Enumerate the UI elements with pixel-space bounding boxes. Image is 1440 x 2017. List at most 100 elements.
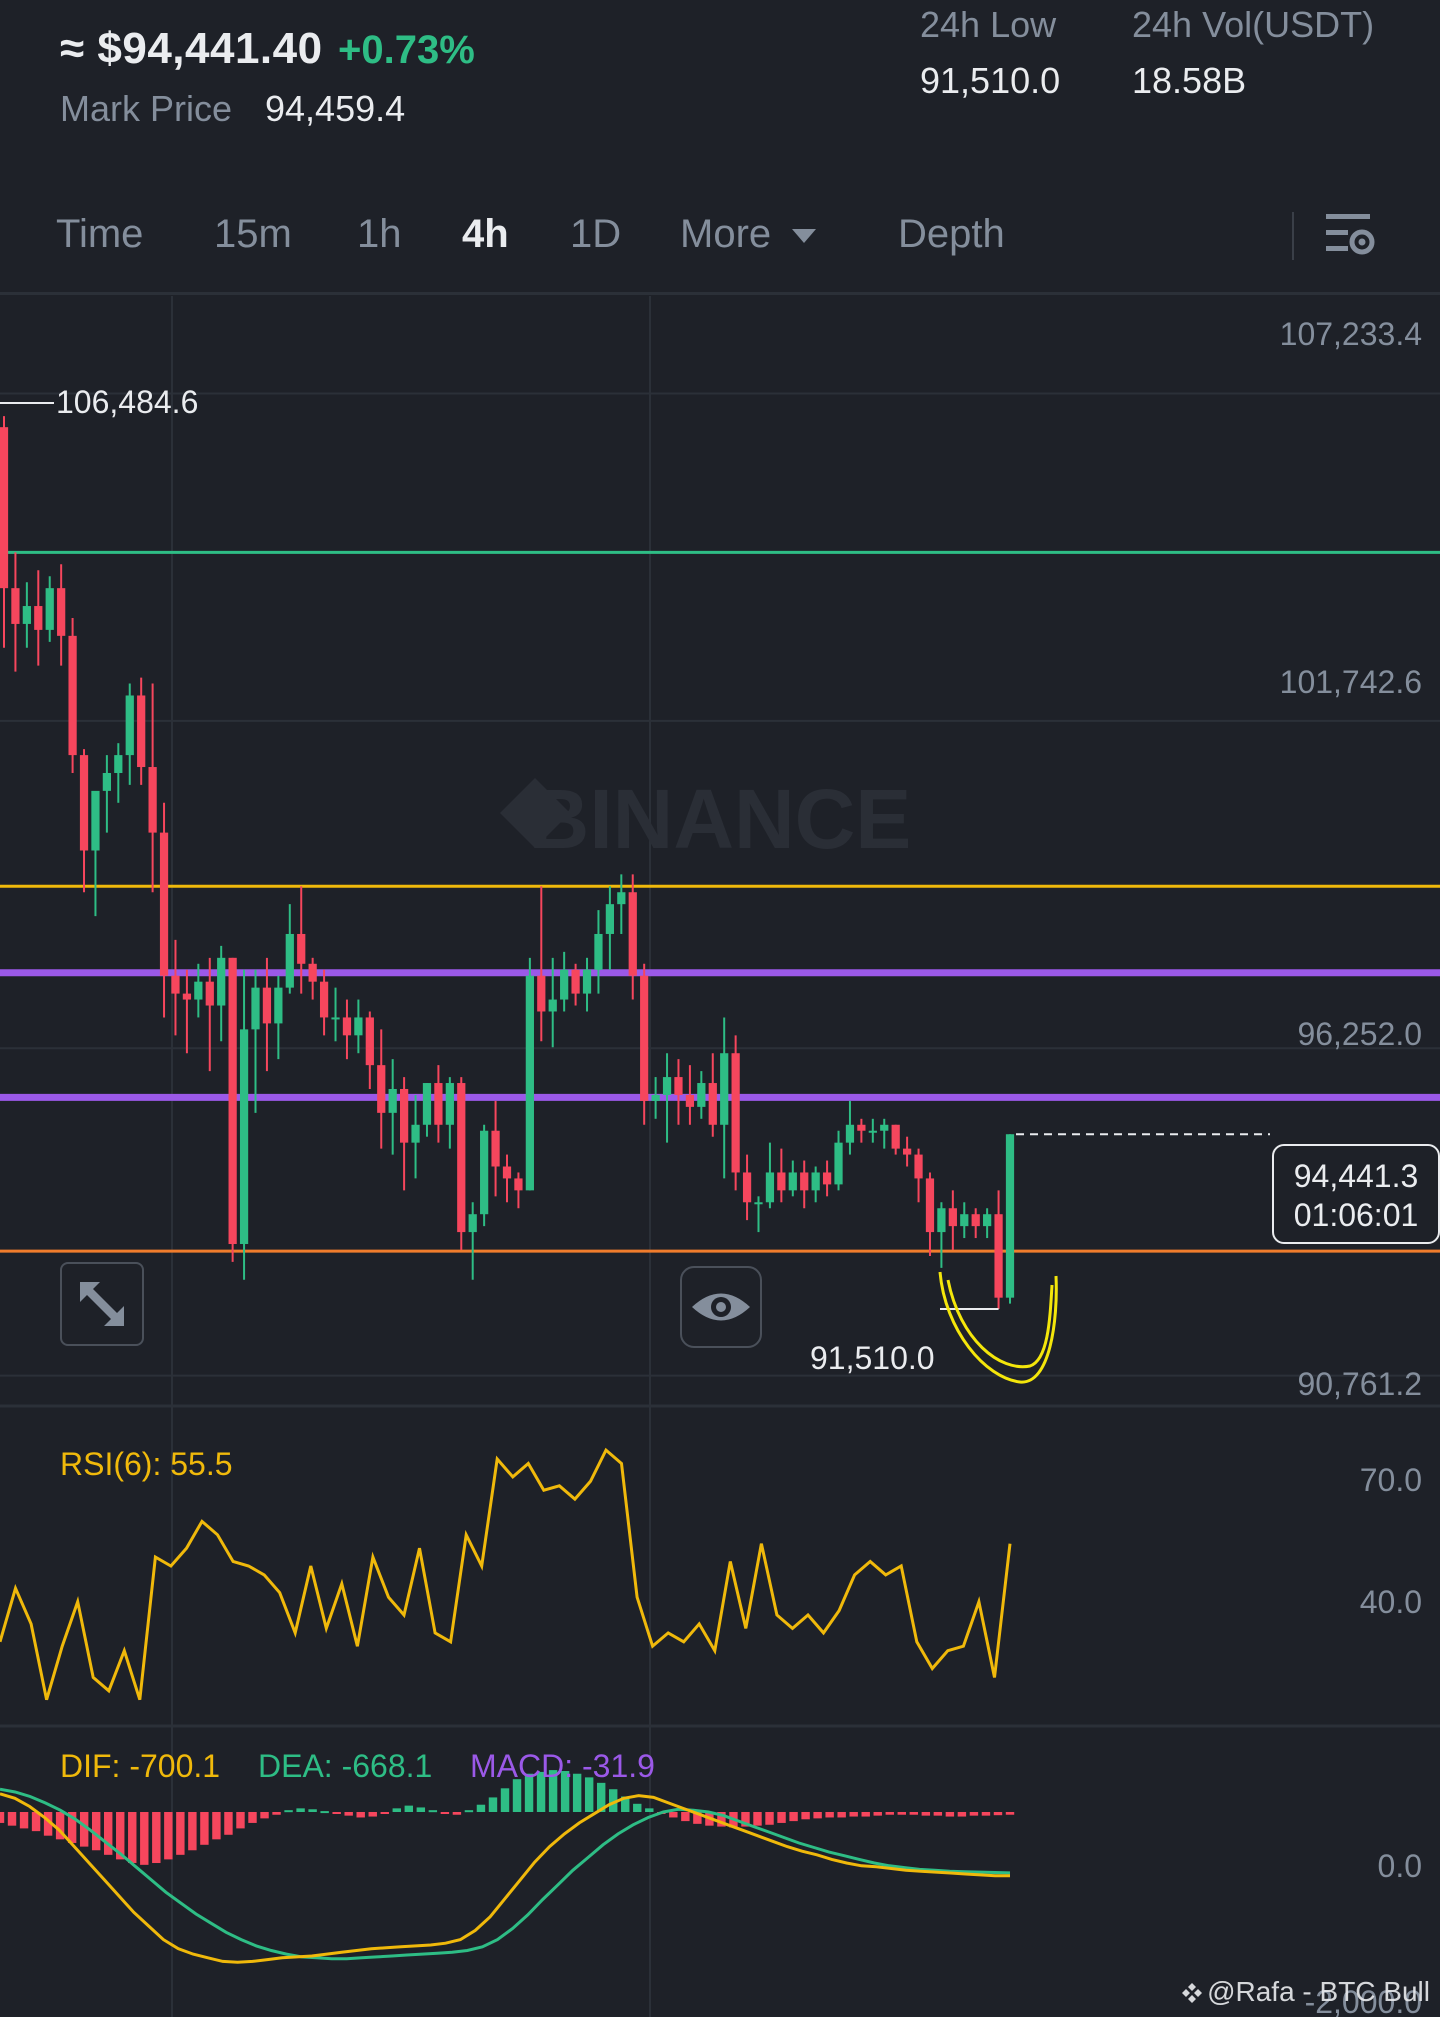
binance-logo-icon — [500, 778, 570, 848]
candle-body — [457, 1083, 466, 1233]
candle-body — [594, 933, 603, 970]
rsi-line — [0, 1447, 1012, 1701]
candle-body — [560, 969, 569, 1000]
macd-dif-label: DIF: -700.1 — [60, 1748, 221, 1784]
macd-histogram-bar — [464, 1810, 474, 1813]
author-watermark: @Rafa - BTC Bull — [1181, 1976, 1430, 2008]
macd-histogram-bar — [645, 1808, 654, 1812]
y-tick-label: 101,742.6 — [1279, 664, 1422, 700]
candle-body — [857, 1124, 866, 1131]
macd-histogram-bar — [452, 1812, 462, 1815]
candle-body — [971, 1214, 980, 1227]
author-watermark-text: @Rafa - BTC Bull — [1207, 1976, 1430, 2007]
candle-body — [205, 981, 214, 1006]
macd-histogram-bar — [380, 1812, 389, 1814]
macd-histogram-bar — [91, 1812, 101, 1851]
candle-body — [68, 635, 77, 756]
24h-low-label: 24h Low — [920, 4, 1057, 45]
tab-4h[interactable]: 4h — [462, 212, 509, 256]
macd-histogram-bar — [693, 1812, 702, 1824]
macd-histogram-bar — [813, 1812, 822, 1819]
candle-body — [571, 969, 580, 994]
candle-body — [891, 1124, 900, 1149]
macd-histogram-bar — [19, 1812, 29, 1829]
macd-histogram-bar — [837, 1812, 846, 1818]
tab-time[interactable]: Time — [56, 212, 144, 256]
candle-body — [228, 957, 237, 1245]
candle-body — [79, 755, 89, 851]
macd-histogram-bar — [332, 1812, 341, 1814]
low-price-marker: 91,510.0 — [810, 1340, 935, 1376]
settings-sliders-icon[interactable] — [1322, 206, 1378, 262]
24h-low-value: 91,510.0 — [920, 60, 1061, 101]
macd-histogram-bar — [308, 1809, 317, 1812]
macd-histogram-bar — [681, 1812, 690, 1822]
candle-body — [342, 1017, 352, 1036]
macd-histogram-bar — [921, 1812, 931, 1816]
candle-body — [480, 1130, 489, 1215]
macd-histogram-bar — [31, 1812, 41, 1832]
binance-watermark: BINANCE — [529, 772, 912, 866]
candle-body — [640, 975, 649, 1101]
candle-body — [742, 1172, 752, 1203]
candle-body — [239, 1029, 249, 1245]
eye-icon — [692, 1293, 750, 1321]
macd-histogram-bar — [801, 1812, 810, 1820]
candle-body — [399, 1088, 409, 1143]
expand-button[interactable] — [60, 1262, 144, 1346]
expand-icon — [80, 1282, 124, 1326]
macd-histogram-bar — [7, 1812, 17, 1826]
candle-body — [925, 1178, 935, 1233]
macd-histogram-bar — [753, 1812, 762, 1826]
tab-more-label: More — [680, 212, 772, 256]
candle-body — [651, 1094, 660, 1101]
tab-1h[interactable]: 1h — [357, 212, 402, 256]
macd-histogram-bar — [260, 1812, 269, 1819]
candle-body — [822, 1172, 832, 1185]
candle-body — [159, 832, 169, 976]
tab-depth[interactable]: Depth — [898, 212, 1005, 256]
candle-body — [194, 981, 203, 1000]
hand-drawn-annotation — [938, 1271, 1058, 1384]
candle-body — [800, 1172, 809, 1191]
macd-dea-label: DEA: -668.1 — [258, 1748, 433, 1784]
macd-histogram-bar — [512, 1779, 522, 1812]
tab-15m[interactable]: 15m — [214, 212, 292, 256]
rsi-tick-40: 40.0 — [1359, 1584, 1422, 1620]
candle-body — [754, 1202, 763, 1205]
macd-histogram-bar — [873, 1812, 882, 1816]
macd-histogram-bar — [404, 1805, 414, 1812]
macd-histogram-bar — [284, 1810, 293, 1813]
candle-body — [697, 1083, 706, 1107]
candle-body — [57, 588, 66, 636]
macd-histogram-bar — [849, 1812, 858, 1817]
macd-histogram-bar — [392, 1808, 401, 1812]
macd-histogram-bar — [717, 1812, 726, 1827]
macd-histogram-bar — [969, 1812, 979, 1816]
macd-histogram-bar — [777, 1812, 786, 1823]
candle-body — [411, 1124, 420, 1143]
macd-histogram-bar — [368, 1812, 377, 1817]
macd-hist-label: MACD: -31.9 — [470, 1748, 655, 1784]
rsi-label: RSI(6): 55.5 — [60, 1446, 233, 1482]
tab-1d[interactable]: 1D — [570, 212, 622, 256]
candle-body — [708, 1083, 717, 1125]
macd-histogram-bar — [669, 1812, 678, 1818]
candle-body — [114, 755, 123, 773]
candle-body — [662, 1077, 672, 1095]
macd-histogram-bar — [236, 1812, 245, 1829]
candle-body — [434, 1083, 443, 1125]
candle-body — [491, 1130, 500, 1167]
macd-histogram-bar — [320, 1811, 329, 1814]
macd-histogram-bar — [897, 1812, 906, 1815]
high-price-marker: 106,484.6 — [56, 384, 199, 420]
tab-more[interactable]: More — [680, 212, 818, 257]
macd-histogram-bar — [200, 1812, 209, 1845]
candle-body — [297, 933, 306, 964]
macd-histogram-bar — [572, 1773, 582, 1812]
current-price-badge[interactable]: 94,441.3 01:06:01 — [1272, 1144, 1440, 1244]
eye-button[interactable] — [680, 1266, 762, 1348]
macd-histogram-bar — [957, 1812, 967, 1817]
candle-body — [834, 1142, 843, 1185]
